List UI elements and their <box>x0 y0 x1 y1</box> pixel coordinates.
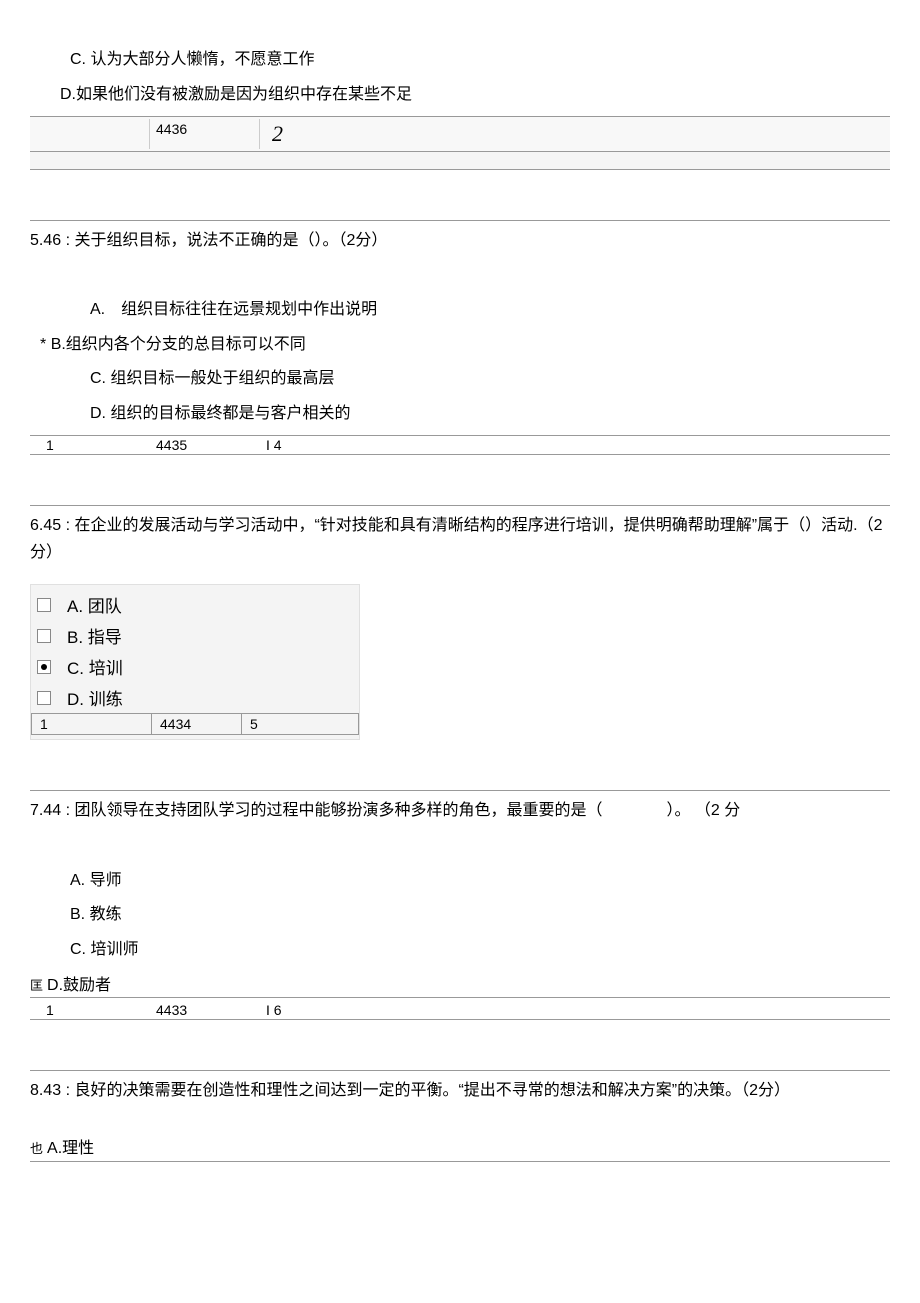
radio-icon <box>37 691 51 705</box>
q4-footer-c3: 2 <box>260 119 295 149</box>
q5-footer-c3: I 4 <box>260 436 288 454</box>
q4-footer-fill <box>30 152 890 170</box>
q5-option-c: C. 组织目标一般处于组织的最高层 <box>30 365 890 394</box>
question-8-block: 8.43 : 良好的决策需要在创造性和理性之间达到一定的平衡。“提出不寻常的想法… <box>30 1070 890 1162</box>
q4-footer-c2: 4436 <box>150 119 260 149</box>
q6-option-d-row[interactable]: D. 训练 <box>31 682 359 713</box>
q5-footer-c1: 1 <box>30 436 150 454</box>
q4-footer: 4436 2 <box>30 116 890 152</box>
q6-footer-c3: 5 <box>242 714 322 734</box>
radio-icon <box>37 598 51 612</box>
q5-option-b-mark: * <box>40 336 46 353</box>
q4-option-c: C. 认为大部分人懒惰，不愿意工作 <box>30 46 890 75</box>
q5-option-b-row: * B.组织内各个分支的总目标可以不同 <box>30 331 890 360</box>
q8-title: 8.43 : 良好的决策需要在创造性和理性之间达到一定的平衡。“提出不寻常的想法… <box>30 1070 890 1104</box>
q6-option-a: A. 团队 <box>67 592 122 617</box>
q8-option-a-mark: 也 <box>30 1141 43 1156</box>
q5-footer-c2: 4435 <box>150 436 260 454</box>
q6-footer: 1 4434 5 <box>31 713 359 735</box>
q7-title: 7.44 : 团队领导在支持团队学习的过程中能够扮演多种多样的角色，最重要的是（… <box>30 790 890 824</box>
radio-icon-selected <box>37 660 51 674</box>
q7-option-d: D.鼓励者 <box>47 977 111 994</box>
q7-option-c: C. 培训师 <box>30 936 890 965</box>
radio-icon <box>37 629 51 643</box>
q5-footer: 1 4435 I 4 <box>30 435 890 455</box>
q7-footer: 1 4433 I 6 <box>30 1001 890 1020</box>
q6-option-a-row[interactable]: A. 团队 <box>31 589 359 620</box>
q5-option-d: D. 组织的目标最终都是与客户相关的 <box>30 400 890 429</box>
q7-option-d-mark: 匡 <box>30 978 43 993</box>
q5-option-b: B.组织内各个分支的总目标可以不同 <box>51 336 306 353</box>
q7-footer-c1: 1 <box>30 1001 150 1019</box>
q5-option-a: A. 组织目标往往在远景规划中作出说明 <box>30 296 890 325</box>
q4-option-d: D.如果他们没有被激励是因为组织中存在某些不足 <box>30 81 890 110</box>
question-4-block: C. 认为大部分人懒惰，不愿意工作 D.如果他们没有被激励是因为组织中存在某些不… <box>30 46 890 170</box>
q8-option-a: A.理性 <box>47 1140 94 1157</box>
q7-footer-c2: 4433 <box>150 1001 260 1019</box>
q7-footer-c3: I 6 <box>260 1001 288 1019</box>
q8-option-a-row: 也 A.理性 <box>30 1134 890 1162</box>
q6-option-b: B. 指导 <box>67 623 122 648</box>
q6-title: 6.45 : 在企业的发展活动与学习活动中，“针对技能和具有清晰结构的程序进行培… <box>30 505 890 566</box>
question-7-block: 7.44 : 团队领导在支持团队学习的过程中能够扮演多种多样的角色，最重要的是（… <box>30 790 890 1020</box>
q7-option-a: A. 导师 <box>30 867 890 896</box>
q6-option-c-row[interactable]: C. 培训 <box>31 651 359 682</box>
q6-footer-c2: 4434 <box>152 714 242 734</box>
question-6-block: 6.45 : 在企业的发展活动与学习活动中，“针对技能和具有清晰结构的程序进行培… <box>30 505 890 740</box>
q5-title: 5.46 : 关于组织目标，说法不正确的是（）。（2分） <box>30 220 890 254</box>
q6-options-box: A. 团队 B. 指导 C. 培训 D. 训练 1 4434 5 <box>30 584 360 740</box>
q7-option-b: B. 教练 <box>30 901 890 930</box>
question-5-block: 5.46 : 关于组织目标，说法不正确的是（）。（2分） A. 组织目标往往在远… <box>30 220 890 455</box>
q6-option-c: C. 培训 <box>67 654 123 679</box>
q6-option-d: D. 训练 <box>67 685 123 710</box>
q7-option-d-row: 匡 D.鼓励者 <box>30 971 890 998</box>
q4-footer-c1 <box>30 119 150 149</box>
q6-option-b-row[interactable]: B. 指导 <box>31 620 359 651</box>
q6-footer-c1: 1 <box>32 714 152 734</box>
